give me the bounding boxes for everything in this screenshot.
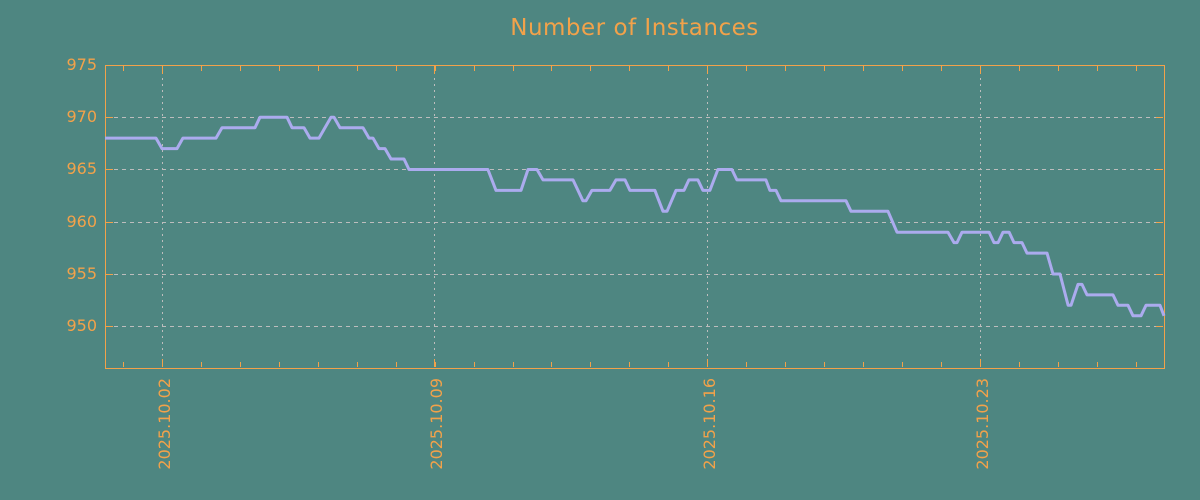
plot-border [105,65,1165,369]
y-tick-label: 970 [66,107,97,127]
y-gridlines [106,117,1163,327]
x-gridlines [162,66,981,367]
y-tick-label: 960 [66,211,97,231]
y-tick-label: 975 [66,55,97,74]
instances-line [105,115,1166,318]
y-tick-label: 950 [66,316,97,336]
x-tick-label: 2025.10.16 [700,378,720,470]
x-major-ticks [162,66,981,367]
x-tick-label: 2025.10.09 [426,378,446,470]
x-tick-label: 2025.10.02 [154,378,174,470]
chart-title: Number of Instances [510,15,759,41]
y-ticks [106,117,1163,327]
y-tick-label: 955 [66,263,97,283]
y-tick-label: 965 [66,159,97,179]
x-minor-ticks [123,66,1137,367]
x-tick-label: 2025.10.23 [973,378,993,470]
